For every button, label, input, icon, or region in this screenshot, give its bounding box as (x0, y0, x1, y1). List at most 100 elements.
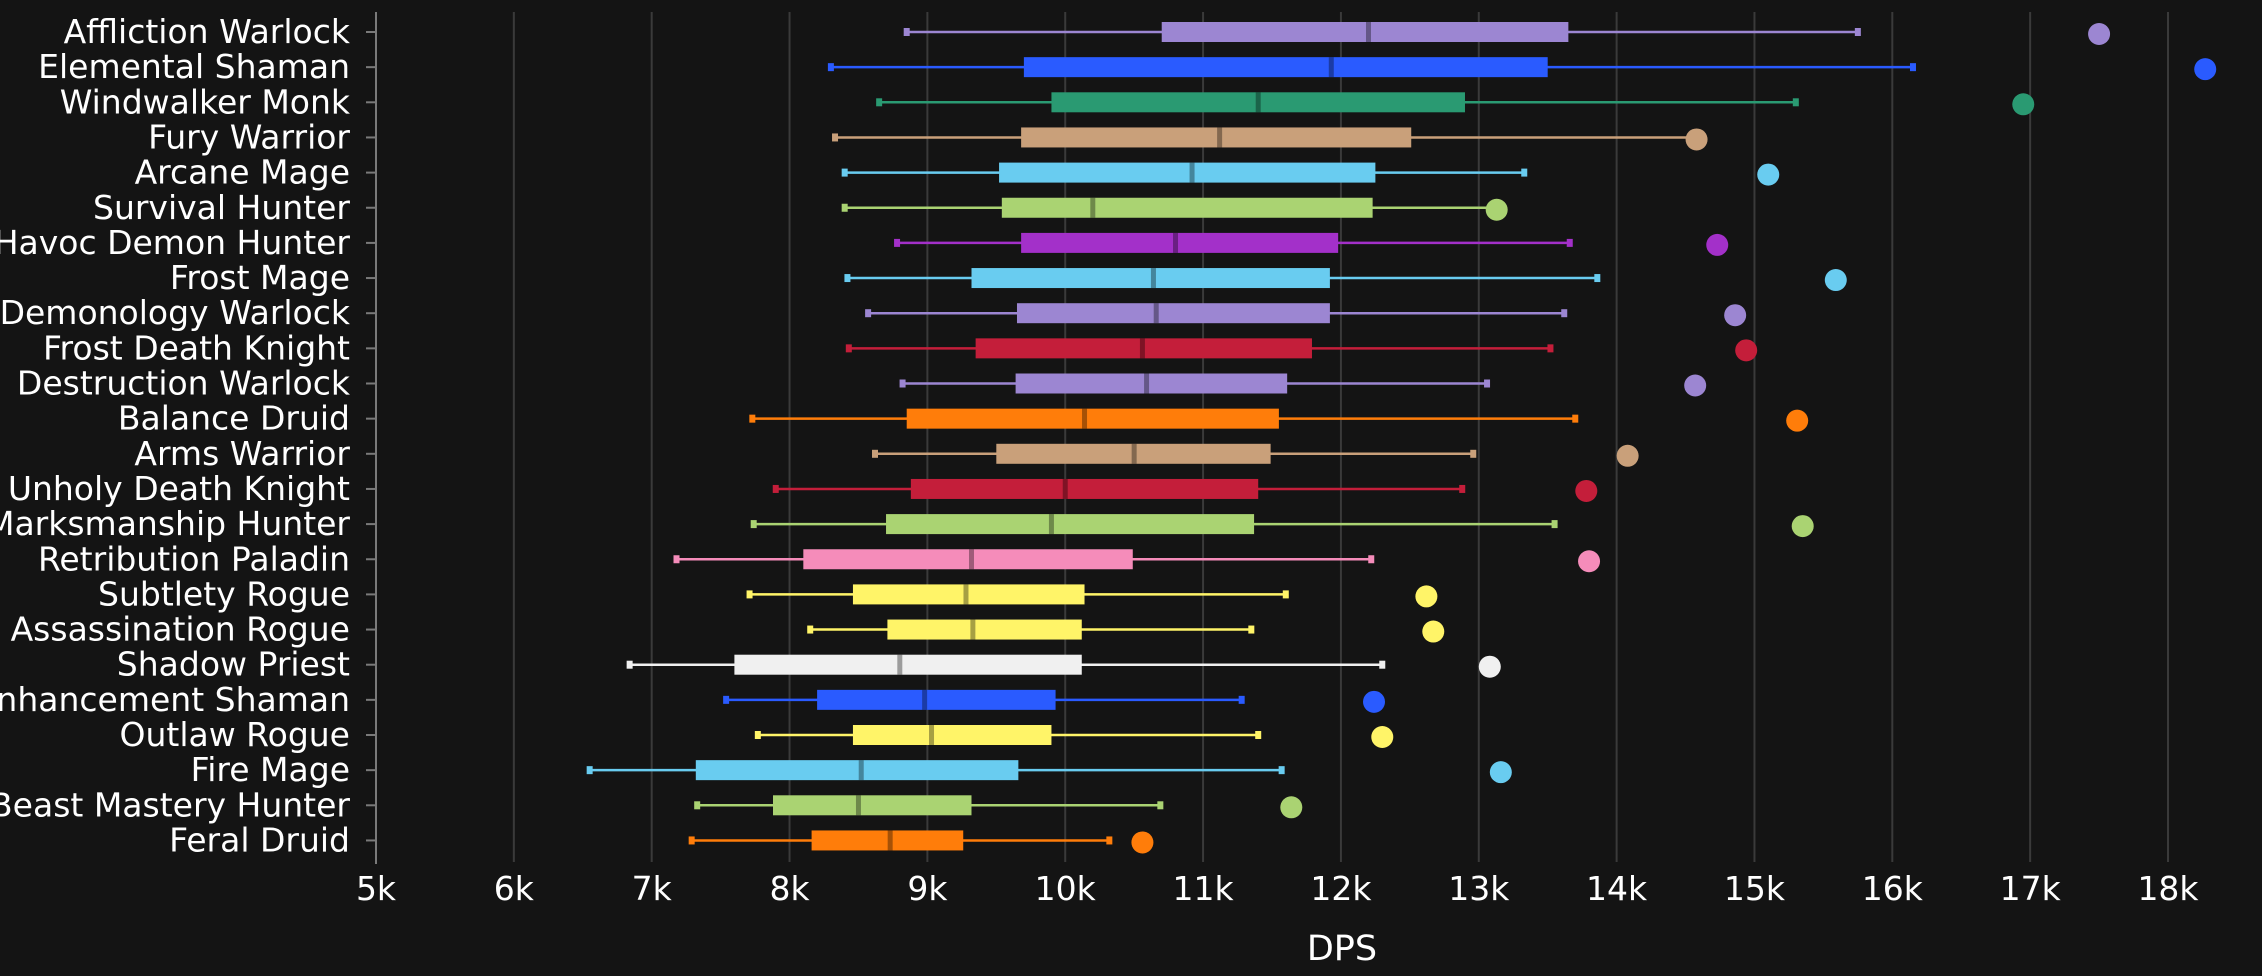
whisker-cap-low-outlaw-rogue (754, 731, 761, 739)
x-tick-label-6k: 6k (494, 869, 535, 908)
category-label-feral-druid: Feral Druid (169, 820, 350, 859)
whisker-cap-high-frost-death-knight (1547, 344, 1554, 353)
category-label-affliction-warlock: Affliction Warlock (64, 12, 351, 51)
iqr-box-balance-druid (906, 408, 1279, 429)
whisker-cap-low-destruction-warlock (899, 379, 906, 388)
category-label-windwalker-monk: Windwalker Monk (60, 82, 351, 121)
whisker-cap-low-fire-mage (586, 766, 593, 775)
box-frost-mage (844, 268, 1847, 292)
whisker-cap-high-destruction-warlock (1484, 379, 1491, 388)
box-subtlety-rogue (746, 584, 1438, 608)
box-assassination-rogue (807, 619, 1445, 643)
whisker-cap-low-fury-warrior (832, 133, 839, 142)
iqr-box-havoc-demon-hunter (1021, 232, 1339, 253)
whisker-cap-high-retribution-paladin (1368, 555, 1375, 564)
outlier-point-survival-hunter (1485, 198, 1508, 221)
whisker-cap-high-fire-mage (1278, 766, 1285, 775)
whisker-cap-low-havoc-demon-hunter (894, 238, 901, 247)
whisker-cap-high-unholy-death-knight (1459, 484, 1466, 493)
iqr-box-marksmanship-hunter (886, 514, 1255, 535)
box-affliction-warlock (903, 22, 2111, 45)
category-label-outlaw-rogue: Outlaw Rogue (119, 715, 350, 754)
whisker-cap-high-demonology-warlock (1561, 309, 1568, 318)
category-label-retribution-paladin: Retribution Paladin (38, 539, 350, 578)
x-tick-label-13k: 13k (1448, 869, 1510, 908)
whisker-cap-low-demonology-warlock (865, 309, 872, 318)
whisker-cap-high-beast-mastery-hunter (1157, 801, 1164, 810)
outlier-point-elemental-shaman (2194, 58, 2217, 81)
iqr-box-frost-death-knight (975, 338, 1312, 359)
whisker-cap-high-havoc-demon-hunter (1566, 238, 1573, 247)
whisker-cap-low-feral-druid (688, 836, 695, 845)
whisker-cap-high-assassination-rogue (1248, 625, 1255, 634)
iqr-box-windwalker-monk (1051, 92, 1465, 113)
whisker-cap-high-shadow-priest (1379, 660, 1386, 669)
whisker-cap-high-elemental-shaman (1909, 63, 1916, 72)
median-unholy-death-knight (1062, 478, 1068, 499)
category-label-arcane-mage: Arcane Mage (135, 153, 350, 192)
iqr-box-retribution-paladin (803, 549, 1133, 570)
outlier-point-enhancement-shaman (1363, 690, 1386, 713)
median-retribution-paladin (968, 549, 974, 570)
whisker-cap-low-retribution-paladin (673, 555, 680, 564)
outlier-point-affliction-warlock (2088, 23, 2111, 45)
whisker-cap-low-frost-death-knight (845, 344, 852, 353)
median-marksmanship-hunter (1048, 514, 1054, 535)
x-tick-label-18k: 18k (2137, 869, 2199, 908)
box-frost-death-knight (845, 338, 1758, 362)
category-label-beast-mastery-hunter: Beast Mastery Hunter (0, 785, 350, 824)
box-fire-mage (586, 760, 1512, 784)
category-label-destruction-warlock: Destruction Warlock (17, 364, 351, 403)
category-label-subtlety-rogue: Subtlety Rogue (98, 574, 350, 613)
whisker-cap-high-affliction-warlock (1854, 28, 1861, 36)
box-retribution-paladin (673, 549, 1601, 573)
median-havoc-demon-hunter (1173, 232, 1179, 253)
outlier-point-fire-mage (1489, 761, 1512, 784)
box-marksmanship-hunter (750, 514, 1814, 538)
x-tick-label-11k: 11k (1173, 869, 1235, 908)
iqr-box-fury-warrior (1021, 127, 1412, 148)
x-tick-label-15k: 15k (1724, 869, 1786, 908)
whisker-cap-high-balance-druid (1572, 414, 1579, 423)
x-tick-label-14k: 14k (1586, 869, 1648, 908)
category-label-fire-mage: Fire Mage (191, 750, 350, 789)
median-windwalker-monk (1255, 92, 1261, 113)
box-unholy-death-knight (772, 478, 1598, 502)
median-survival-hunter (1090, 197, 1096, 218)
whisker-cap-low-arcane-mage (841, 168, 848, 177)
whisker-cap-low-arms-warrior (872, 449, 879, 458)
whisker-cap-high-enhancement-shaman (1238, 695, 1245, 704)
median-balance-druid (1082, 408, 1088, 429)
whisker-cap-low-elemental-shaman (827, 63, 834, 72)
category-label-shadow-priest: Shadow Priest (117, 645, 350, 684)
category-label-fury-warrior: Fury Warrior (148, 117, 350, 156)
whisker-cap-low-affliction-warlock (903, 28, 910, 36)
whisker-cap-high-subtlety-rogue (1282, 590, 1289, 599)
median-demonology-warlock (1153, 303, 1159, 324)
outlier-point-marksmanship-hunter (1791, 515, 1814, 538)
whisker-cap-high-feral-druid (1106, 836, 1113, 845)
whisker-cap-high-arcane-mage (1521, 168, 1528, 177)
median-arms-warrior (1131, 443, 1137, 464)
outlier-point-destruction-warlock (1684, 374, 1707, 397)
iqr-box-beast-mastery-hunter (772, 795, 972, 816)
median-feral-druid (887, 830, 893, 851)
category-label-arms-warrior: Arms Warrior (134, 434, 350, 473)
outlier-point-arms-warrior (1616, 444, 1639, 467)
series-layer (586, 22, 2217, 854)
median-assassination-rogue (970, 619, 976, 640)
box-destruction-warlock (899, 373, 1707, 397)
median-fire-mage (858, 760, 864, 781)
outlier-point-unholy-death-knight (1575, 479, 1598, 502)
outlier-point-demonology-warlock (1724, 304, 1747, 327)
outlier-point-frost-death-knight (1735, 339, 1758, 362)
outlier-point-arcane-mage (1757, 163, 1780, 186)
iqr-box-arms-warrior (996, 443, 1271, 464)
x-axis-title: DPS (1307, 929, 1377, 969)
outlier-point-retribution-paladin (1578, 550, 1601, 573)
x-tick-label-9k: 9k (907, 869, 948, 908)
whisker-cap-low-shadow-priest (626, 660, 633, 669)
category-label-marksmanship-hunter: Marksmanship Hunter (0, 504, 350, 543)
